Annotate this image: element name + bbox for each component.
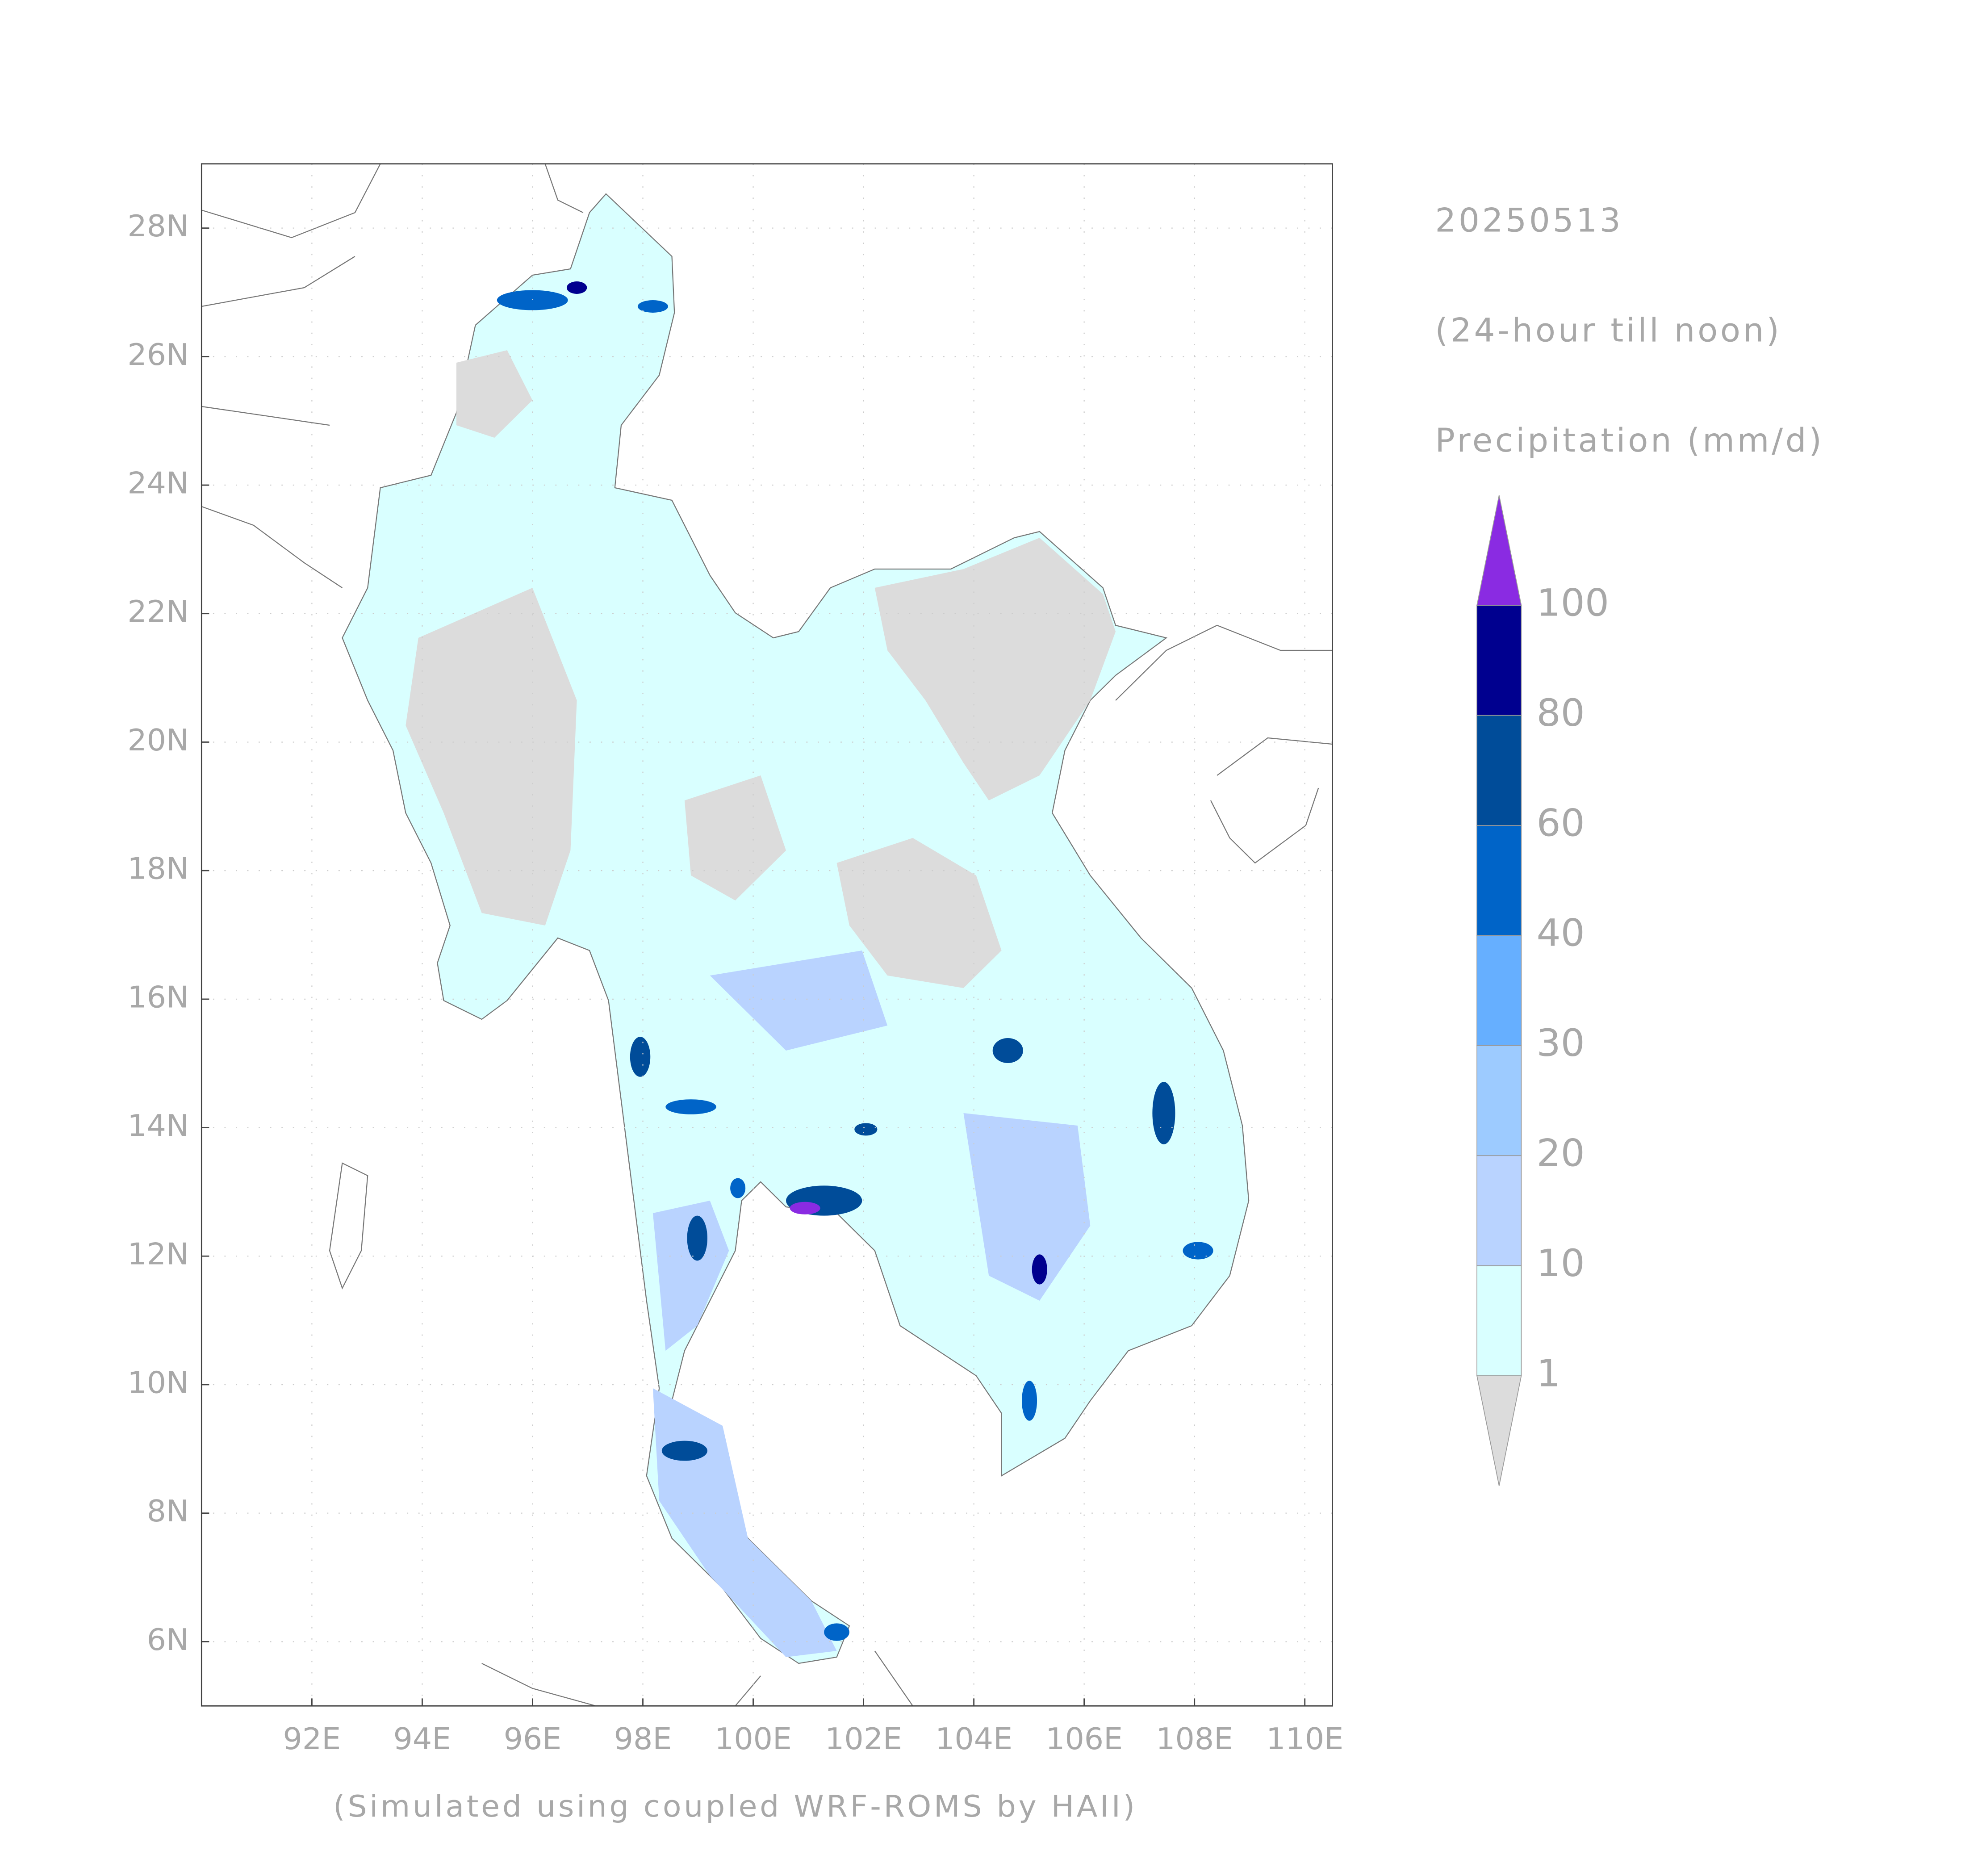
heavy-rain xyxy=(566,281,587,294)
title: 20250513 xyxy=(1435,202,1623,239)
wet-area xyxy=(710,951,888,1051)
x-tick-label: 100E xyxy=(715,1721,792,1756)
heavy-rain xyxy=(824,1623,849,1641)
colorbar-label: 100 xyxy=(1537,581,1610,624)
y-tick-label: 24N xyxy=(127,465,189,500)
y-tick-label: 14N xyxy=(127,1108,189,1143)
heavy-rain xyxy=(992,1038,1023,1063)
x-tick-label: 94E xyxy=(393,1721,452,1756)
wet-area xyxy=(963,1113,1091,1301)
coastline xyxy=(201,163,1333,1707)
x-tick-label: 96E xyxy=(504,1721,562,1756)
colorbar-segment xyxy=(1476,825,1522,936)
heavy-rain xyxy=(790,1202,820,1214)
dry-area xyxy=(406,588,577,925)
y-tick-label: 22N xyxy=(127,594,189,629)
colorbar-segment xyxy=(1476,1265,1522,1376)
x-tick-label: 98E xyxy=(614,1721,672,1756)
heavy-rain xyxy=(1152,1082,1175,1144)
heavy-rain xyxy=(1183,1242,1213,1260)
colorbar-label: 40 xyxy=(1537,911,1585,955)
variable-label: Precipitation (mm/d) xyxy=(1435,422,1824,460)
subtitle: (24-hour till noon) xyxy=(1435,312,1781,349)
land xyxy=(201,163,1333,1707)
y-tick-label: 10N xyxy=(127,1365,189,1400)
colorbar-label: 60 xyxy=(1537,801,1585,845)
x-tick-label: 102E xyxy=(825,1721,902,1756)
x-tick-label: 110E xyxy=(1266,1721,1343,1756)
heavy-rain xyxy=(854,1123,878,1136)
y-tick-label: 12N xyxy=(127,1236,189,1271)
y-tick-label: 20N xyxy=(127,722,189,757)
colorbar-segment xyxy=(1476,935,1522,1046)
colorbar-label: 30 xyxy=(1537,1021,1585,1065)
heavy-rain xyxy=(1032,1254,1047,1285)
dry-area xyxy=(874,538,1116,800)
heavy-rain xyxy=(1022,1381,1037,1421)
x-tick-label: 104E xyxy=(935,1721,1012,1756)
colorbar-segment xyxy=(1476,715,1522,826)
heavy-rain xyxy=(637,300,668,313)
colorbar-arrow xyxy=(1476,1375,1522,1486)
y-tick-label: 16N xyxy=(127,980,189,1014)
colorbar-arrow xyxy=(1476,495,1522,606)
axes: 92E 94E 96E 98E 100E 102E 104E 106E 108E 110E 6N 8N… xyxy=(127,163,1343,1756)
colorbar-label: 80 xyxy=(1537,691,1585,734)
footer: (Simulated using coupled WRF-ROMS by HAI… xyxy=(333,1789,1137,1824)
x-tick-label: 108E xyxy=(1156,1721,1233,1756)
y-tick-label: 26N xyxy=(127,337,189,372)
heavy-rain xyxy=(661,1440,707,1461)
x-tick-label: 92E xyxy=(283,1721,341,1756)
dry-area xyxy=(456,350,533,438)
colorbar-label: 20 xyxy=(1537,1131,1585,1175)
map-frame xyxy=(201,163,1333,1707)
colorbar-label: 1 xyxy=(1537,1351,1561,1395)
colorbar-segment xyxy=(1476,1045,1522,1156)
heavy-rain xyxy=(730,1178,746,1198)
wet-area xyxy=(652,1201,729,1351)
heavy-rain xyxy=(665,1099,716,1114)
colorbar-segment xyxy=(1476,605,1522,716)
dry-area xyxy=(684,775,786,900)
y-tick-label: 8N xyxy=(147,1494,189,1528)
y-tick-label: 18N xyxy=(127,851,189,886)
heavy-rain xyxy=(687,1215,707,1261)
heavy-rain xyxy=(630,1037,651,1077)
dry-area xyxy=(836,838,1002,988)
colorbar-label: 10 xyxy=(1537,1241,1585,1285)
colorbar: 1 10 20 30 40 60 80 100 xyxy=(1476,495,1610,1486)
y-tick-label: 6N xyxy=(147,1622,189,1657)
y-tick-label: 28N xyxy=(127,209,189,243)
colorbar-segment xyxy=(1476,1155,1522,1266)
x-tick-label: 106E xyxy=(1045,1721,1123,1756)
